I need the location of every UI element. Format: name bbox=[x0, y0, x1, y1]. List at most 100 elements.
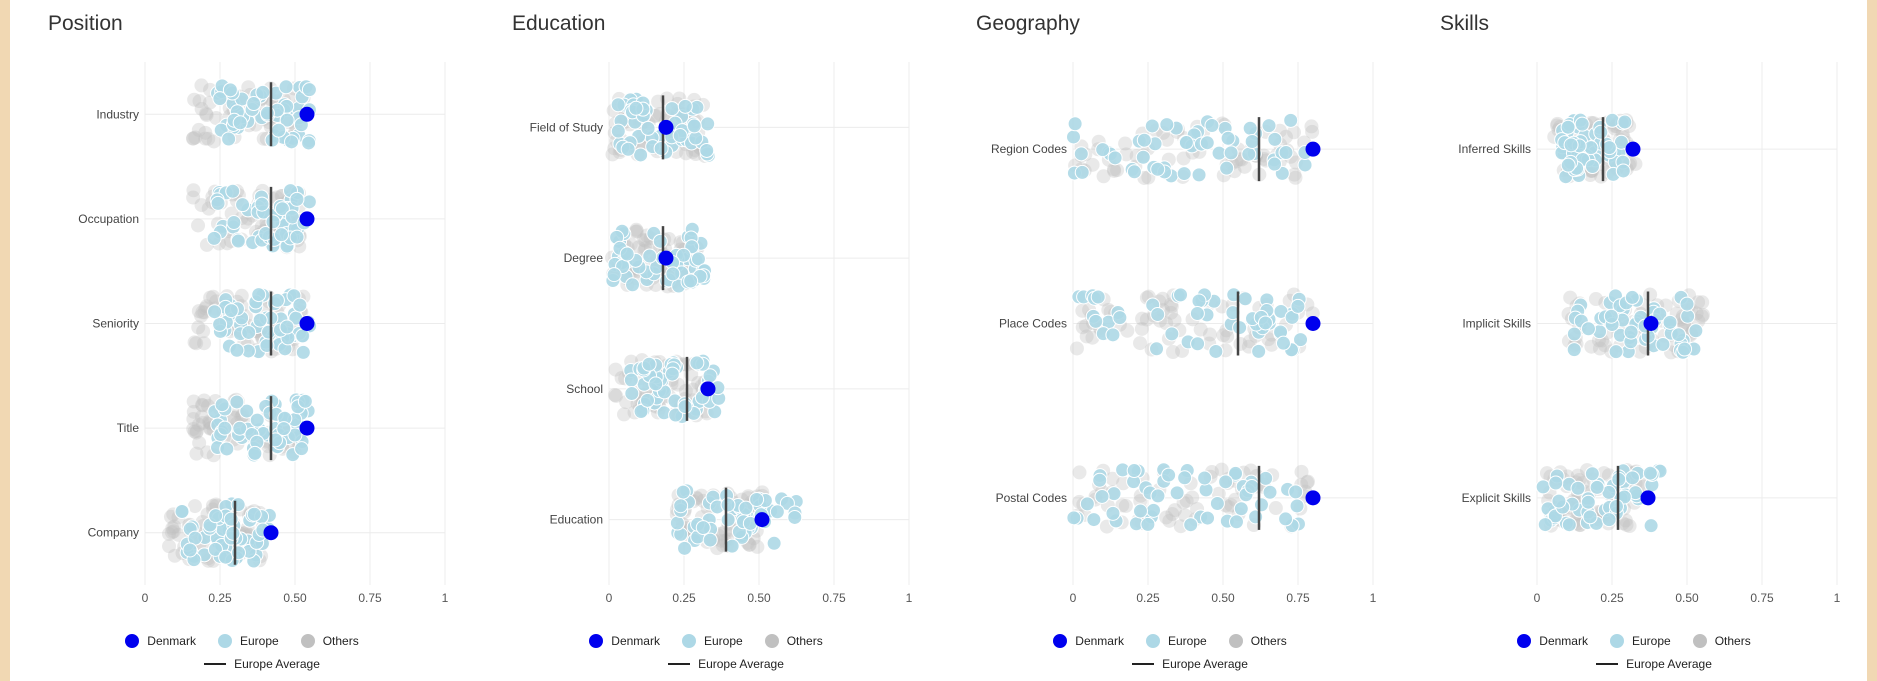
europe-point bbox=[1232, 320, 1248, 336]
others-point bbox=[187, 499, 202, 514]
others-point bbox=[1162, 513, 1177, 528]
others-point bbox=[199, 108, 214, 123]
category-points bbox=[608, 353, 727, 425]
europe-point bbox=[1150, 307, 1166, 323]
others-point bbox=[1165, 507, 1180, 522]
legend: Denmark Europe Others Europe Average bbox=[938, 634, 1402, 671]
europe-point bbox=[274, 201, 290, 217]
europe-point bbox=[1066, 510, 1082, 526]
europe-point bbox=[749, 491, 765, 507]
others-point bbox=[165, 521, 180, 536]
europe-point bbox=[1560, 119, 1576, 135]
europe-point bbox=[1225, 305, 1241, 321]
europe-point bbox=[689, 355, 705, 371]
others-point bbox=[192, 435, 207, 450]
x-tick-label: 1 bbox=[906, 591, 913, 605]
europe-point bbox=[252, 312, 268, 328]
others-point bbox=[191, 304, 206, 319]
europe-point bbox=[624, 386, 640, 402]
europe-point bbox=[1218, 474, 1234, 490]
legend-denmark: Denmark bbox=[589, 634, 660, 648]
europe-point bbox=[230, 497, 246, 513]
europe-point bbox=[247, 445, 263, 461]
europe-point bbox=[690, 251, 706, 267]
others-point bbox=[1286, 125, 1301, 140]
europe-point bbox=[1220, 130, 1236, 146]
x-tick-label: 0.75 bbox=[1286, 591, 1310, 605]
europe-point bbox=[1570, 480, 1586, 496]
europe-point bbox=[1677, 341, 1693, 357]
x-tick-label: 0 bbox=[606, 591, 613, 605]
europe-point bbox=[1584, 159, 1600, 175]
europe-point bbox=[620, 141, 636, 157]
europe-point bbox=[207, 541, 223, 557]
category-points bbox=[1535, 462, 1668, 534]
europe-point bbox=[212, 316, 228, 332]
europe-point bbox=[1088, 313, 1104, 329]
europe-point bbox=[226, 215, 242, 231]
category-label: Implicit Skills bbox=[1462, 317, 1531, 331]
x-tick-label: 0.25 bbox=[672, 591, 696, 605]
others-point bbox=[189, 425, 204, 440]
europe-point bbox=[683, 273, 699, 289]
position-plot: 0 0.25 0.50 0.75 1 Industry Occupation Seniorit… bbox=[78, 62, 449, 605]
europe-point bbox=[720, 497, 736, 513]
europe-point bbox=[1150, 161, 1166, 177]
europe-point bbox=[1244, 133, 1260, 149]
europe-point bbox=[1132, 503, 1148, 519]
others-point bbox=[191, 218, 206, 233]
others-point bbox=[195, 398, 210, 413]
category-points bbox=[605, 221, 713, 294]
europe-point bbox=[295, 344, 311, 360]
x-tick-label: 0.75 bbox=[358, 591, 382, 605]
europe-point bbox=[677, 399, 693, 415]
legend-average: Europe Average bbox=[50, 657, 474, 671]
others-point bbox=[1075, 303, 1090, 318]
europe-point bbox=[1580, 321, 1596, 337]
others-point bbox=[1619, 517, 1634, 532]
others-point bbox=[206, 134, 221, 149]
europe-point bbox=[1662, 314, 1678, 330]
europe-point bbox=[1073, 146, 1089, 162]
average-line-icon bbox=[1132, 663, 1155, 665]
europe-point bbox=[641, 356, 657, 372]
europe-point bbox=[1191, 293, 1207, 309]
legend-europe: Europe bbox=[1609, 634, 1671, 648]
europe-point bbox=[174, 504, 190, 520]
europe-point bbox=[628, 100, 644, 116]
europe-point bbox=[1136, 132, 1152, 148]
others-point bbox=[197, 336, 212, 351]
others-point bbox=[197, 393, 212, 408]
europe-point bbox=[232, 115, 248, 131]
others-point bbox=[1216, 328, 1231, 343]
europe-point bbox=[212, 91, 228, 107]
europe-point bbox=[1223, 145, 1239, 161]
category-points bbox=[1561, 287, 1710, 360]
others-point bbox=[1220, 329, 1235, 344]
others-point bbox=[167, 548, 182, 563]
skills-plot: 0 0.25 0.50 0.75 1 Inferred Skills Implicit Sk… bbox=[1458, 62, 1841, 605]
europe-point bbox=[1655, 336, 1671, 352]
others-point bbox=[186, 394, 201, 409]
legend-average: Europe Average bbox=[978, 657, 1402, 671]
denmark-point bbox=[1640, 490, 1656, 506]
others-point bbox=[187, 335, 202, 350]
europe-point bbox=[686, 118, 702, 134]
europe-point bbox=[249, 412, 265, 428]
europe-point bbox=[1258, 470, 1274, 486]
europe-point bbox=[1149, 341, 1165, 357]
europe-point bbox=[648, 376, 664, 392]
europe-point bbox=[1608, 344, 1624, 360]
europe-point bbox=[1278, 511, 1294, 527]
europe-point bbox=[672, 128, 688, 144]
europe-point bbox=[1582, 509, 1598, 525]
x-tick-label: 0.50 bbox=[747, 591, 771, 605]
others-point bbox=[1691, 295, 1706, 310]
europe-point bbox=[1241, 146, 1257, 162]
others-point bbox=[189, 424, 204, 439]
others-point bbox=[187, 424, 202, 439]
europe-point bbox=[1289, 498, 1305, 514]
europe-point bbox=[1275, 335, 1291, 351]
europe-point bbox=[241, 324, 257, 340]
europe-point bbox=[1601, 140, 1617, 156]
